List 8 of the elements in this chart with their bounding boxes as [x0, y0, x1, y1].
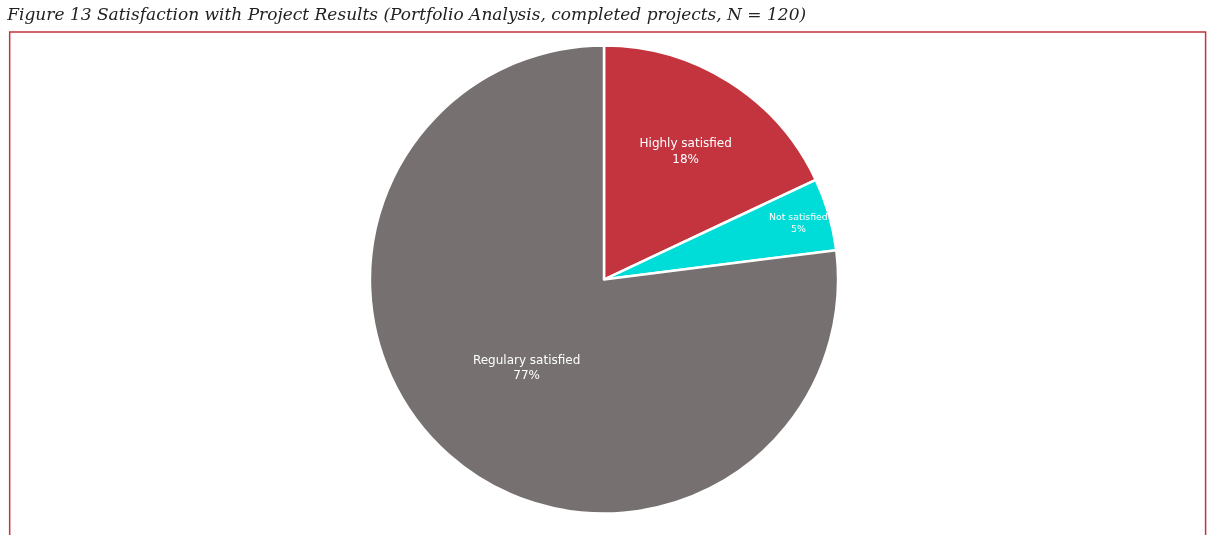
- data-label: 5%: [790, 223, 806, 235]
- pie-slice: [368, 44, 840, 515]
- chart-title: Figure 13 Satisfaction with Project Results (Portfolio Analysis, completed projects, N = 120): [6, 3, 807, 24]
- data-label: 77%: [513, 368, 540, 383]
- slice-label: Highly satisfied: [639, 136, 732, 151]
- data-label: 18%: [672, 151, 699, 166]
- slice-label: Regulary satisfied: [472, 352, 581, 367]
- slice-label: Not satisfied: [768, 211, 828, 223]
